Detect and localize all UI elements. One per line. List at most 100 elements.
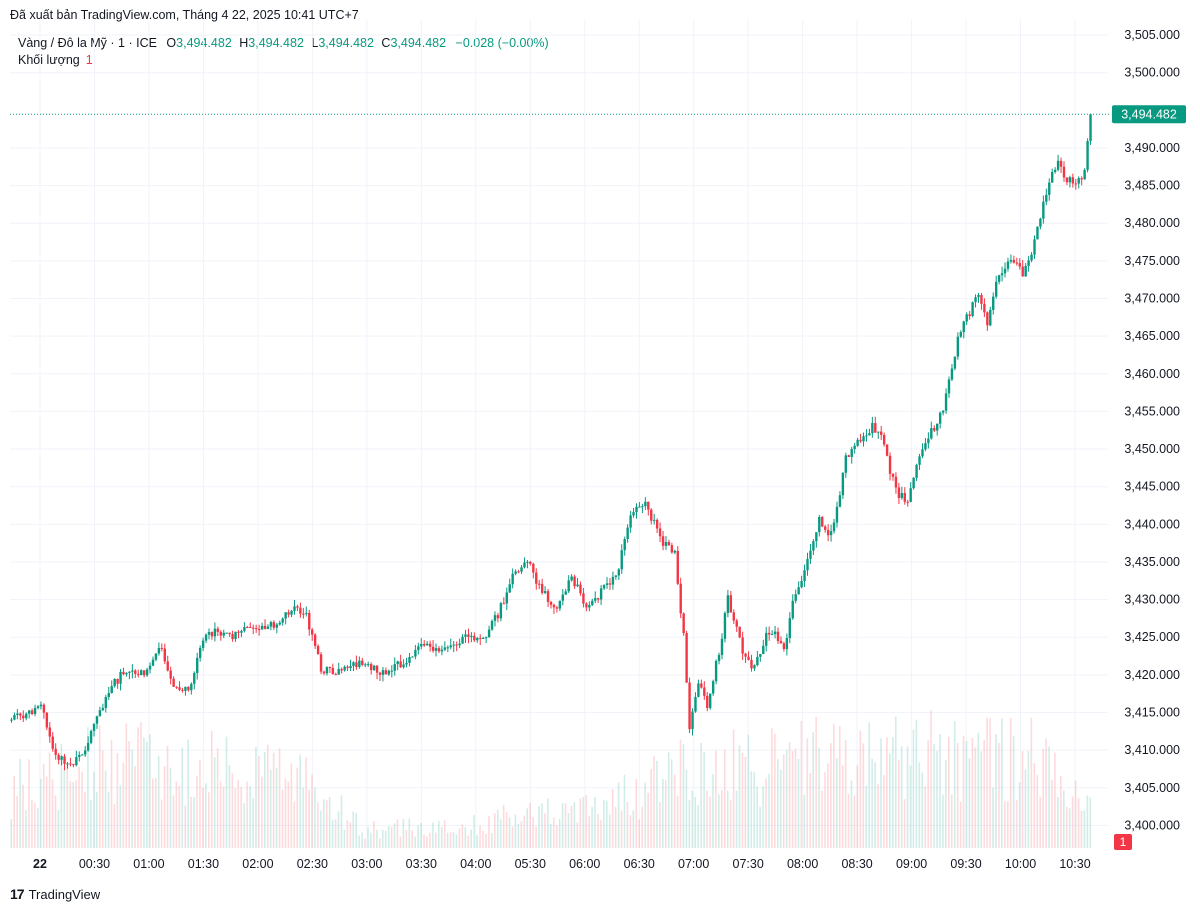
volume-bar xyxy=(66,763,69,848)
volume-bar xyxy=(225,736,228,848)
candle-body xyxy=(529,561,532,564)
candle-body xyxy=(1003,268,1007,274)
candle-body xyxy=(479,637,482,639)
candle-body xyxy=(959,332,963,337)
volume-bar xyxy=(93,771,95,848)
volume-bar xyxy=(187,739,189,848)
candle-body xyxy=(98,710,102,717)
candle-body xyxy=(564,591,567,595)
volume-bar xyxy=(715,750,717,848)
volume-bar xyxy=(989,718,991,848)
volume-bar xyxy=(143,737,145,848)
candle-body xyxy=(997,275,1001,282)
volume-bar xyxy=(788,742,791,848)
volume-bar xyxy=(906,746,909,848)
candle-body xyxy=(965,314,968,322)
candle-body xyxy=(941,410,945,413)
volume-bar xyxy=(34,803,36,848)
volume-bar xyxy=(1001,718,1003,848)
volume-bar xyxy=(196,775,198,848)
volume-bar xyxy=(980,751,983,848)
volume-bar xyxy=(653,756,655,848)
volume-bar xyxy=(63,768,66,848)
candle-body xyxy=(950,368,954,380)
candle-body xyxy=(611,576,615,585)
volume-bar xyxy=(502,804,505,848)
candle-body xyxy=(655,519,659,529)
volume-bar xyxy=(626,801,629,848)
candle-body xyxy=(726,595,730,614)
volume-bar xyxy=(824,772,826,848)
candle-body xyxy=(747,656,750,660)
symbol-name[interactable]: Vàng / Đô la Mỹ · 1 · ICE xyxy=(18,36,157,50)
volume-label[interactable]: Khối lượng xyxy=(18,53,80,67)
volume-bar xyxy=(172,795,175,848)
volume-bar xyxy=(859,730,862,848)
candle-body xyxy=(944,393,948,411)
tradingview-branding[interactable]: 17 TradingView xyxy=(10,886,100,902)
candle-body xyxy=(647,501,650,510)
candle-body xyxy=(83,750,87,755)
candle-body xyxy=(980,294,983,304)
candle-body xyxy=(190,683,193,691)
candle-body xyxy=(157,647,161,654)
candle-body xyxy=(717,654,721,662)
candle-body xyxy=(420,643,423,647)
volume-bar xyxy=(886,737,888,848)
volume-bar xyxy=(311,774,313,848)
volume-bar xyxy=(741,752,744,848)
volume-bar xyxy=(871,758,873,848)
candle-body xyxy=(178,687,181,690)
candle-body xyxy=(676,550,679,584)
candle-body xyxy=(19,713,22,716)
volume-bar xyxy=(202,787,204,848)
volume-bar xyxy=(1036,775,1039,848)
candle-body xyxy=(994,281,998,297)
volume-bar xyxy=(125,723,128,848)
volume-bar xyxy=(768,773,770,848)
volume-bar xyxy=(455,834,458,848)
candle-body xyxy=(187,686,190,691)
candle-body xyxy=(481,637,485,639)
candle-body xyxy=(723,613,727,639)
candle-body xyxy=(137,673,140,676)
volume-bar xyxy=(146,741,148,848)
candle-body xyxy=(588,604,591,608)
candle-body xyxy=(246,626,249,628)
candle-body xyxy=(367,664,370,666)
candle-body xyxy=(437,648,441,652)
candle-body xyxy=(900,493,904,499)
candle-body xyxy=(499,603,503,619)
volume-bar xyxy=(51,779,54,848)
candle-body xyxy=(325,667,329,674)
volume-bar xyxy=(779,769,782,848)
candle-body xyxy=(257,628,261,630)
candle-body xyxy=(765,632,768,646)
candle-body xyxy=(361,660,364,665)
volume-bar xyxy=(514,814,517,848)
candle-body xyxy=(791,600,794,619)
candle-body xyxy=(30,710,34,714)
volume-bar xyxy=(697,805,700,848)
candle-body xyxy=(974,297,977,303)
candle-body xyxy=(131,670,134,672)
volume-bar xyxy=(900,746,903,848)
volume-bar xyxy=(782,754,785,848)
volume-bar xyxy=(166,745,169,848)
volume-bar xyxy=(473,814,475,848)
candle-body xyxy=(697,683,700,697)
candle-body xyxy=(163,648,166,662)
candle-body xyxy=(36,706,40,709)
volume-bar xyxy=(558,818,561,848)
candle-body xyxy=(234,631,237,640)
candle-body xyxy=(493,615,497,621)
candle-body xyxy=(682,613,685,634)
candle-body xyxy=(880,431,883,435)
volume-bar xyxy=(122,762,125,848)
candle-body xyxy=(484,637,488,639)
volume-bar xyxy=(977,732,980,848)
volume-bar xyxy=(340,795,343,848)
volume-bar xyxy=(614,806,617,848)
volume-bar xyxy=(797,758,800,848)
